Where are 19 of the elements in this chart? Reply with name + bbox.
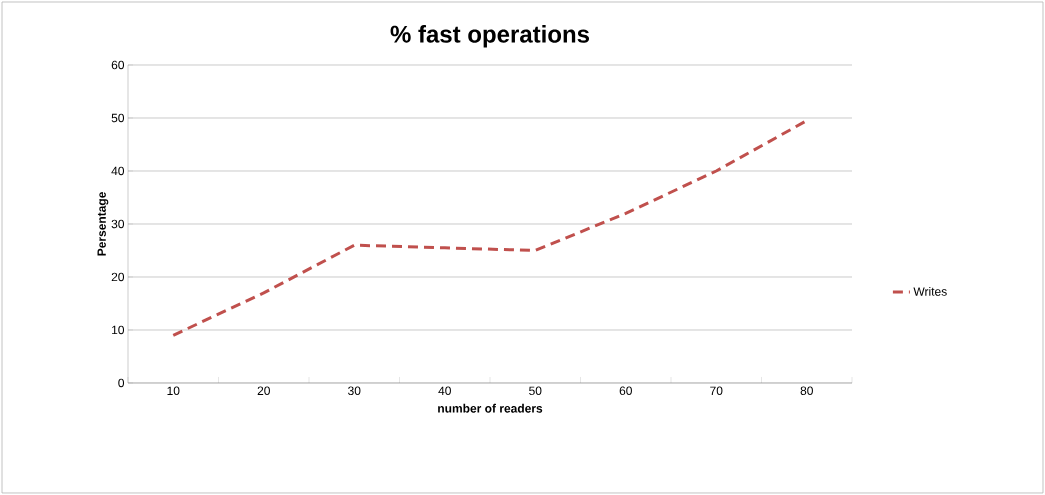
x-tick-label: 20: [257, 386, 270, 396]
x-tick-label: 70: [710, 386, 723, 396]
y-tick-label: 50: [111, 113, 125, 123]
x-tick-label: 10: [167, 386, 180, 396]
y-tick-label: 40: [111, 166, 125, 176]
y-tick-label: 0: [118, 378, 125, 388]
y-tick-label: 60: [111, 60, 125, 70]
x-axis-title: number of readers: [438, 403, 543, 413]
x-tick-label: 30: [348, 386, 361, 396]
y-tick-label: 10: [112, 325, 125, 335]
x-tick-label: 80: [800, 386, 813, 396]
y-tick-label: 20: [111, 272, 125, 282]
x-tick-label: 40: [438, 386, 451, 396]
y-axis-title: Persentage: [97, 192, 109, 256]
x-tick-label: 50: [529, 386, 542, 396]
x-tick-label: 60: [619, 386, 632, 396]
legend-label: Writes: [913, 286, 947, 296]
chart-title: % fast operations: [390, 25, 590, 48]
y-tick-label: 30: [111, 219, 125, 229]
